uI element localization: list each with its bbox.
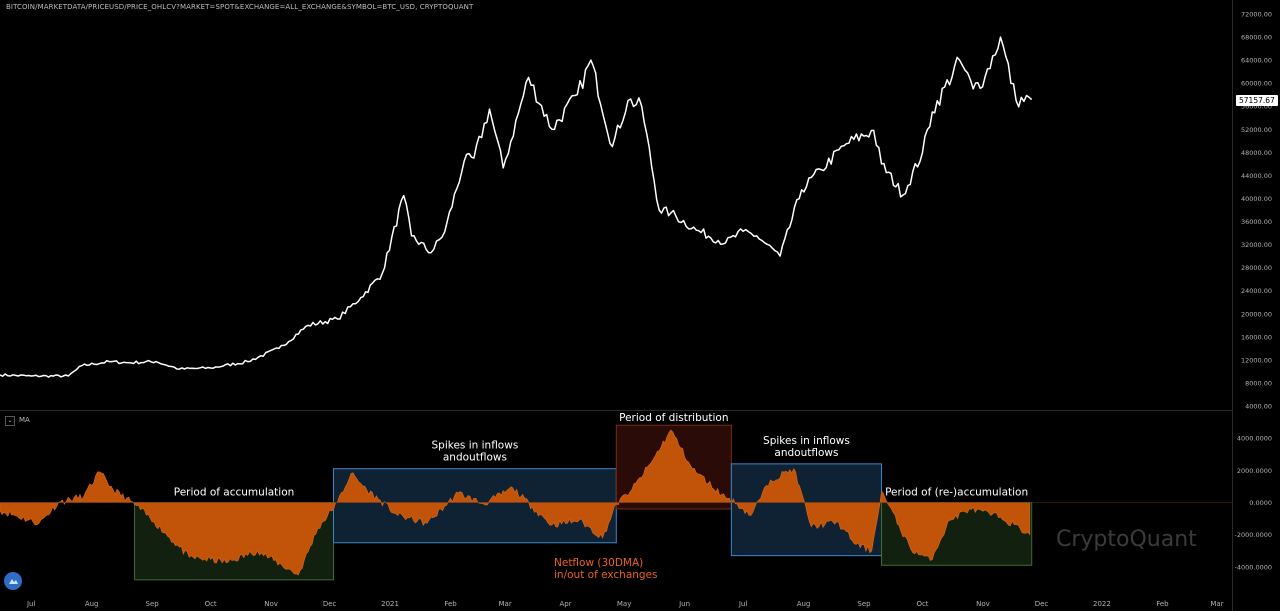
region-label-text: andoutflows	[774, 447, 838, 459]
netflow-tick-label: 2000.0000	[1237, 467, 1272, 475]
price-tick-label: 32000.00	[1241, 241, 1272, 249]
time-tick-label: Oct	[205, 600, 217, 608]
chart-source-title: BITCOIN/MARKETDATA/PRICEUSD/PRICE_OHLCV?…	[6, 3, 474, 11]
price-tick-label: 64000.00	[1241, 57, 1272, 65]
time-tick-label: Jul	[26, 600, 36, 608]
time-tick-label: Nov	[264, 600, 278, 608]
region-label: Period of accumulation	[174, 487, 295, 499]
price-tick-label: 40000.00	[1241, 195, 1272, 203]
time-axis[interactable]: Jul Aug Sep Oct Nov Dec 2021 Feb Mar Apr May Jun Jul…	[0, 594, 1280, 611]
time-tick-label: May	[617, 600, 631, 608]
price-tick-label: 16000.00	[1241, 333, 1272, 341]
price-tick-label: 36000.00	[1241, 218, 1272, 226]
collapse-icon[interactable]: ⌄	[5, 416, 15, 426]
region-label-text: Spikes in inflows	[763, 435, 850, 447]
netflow-tick-label: -2000.0000	[1235, 531, 1273, 539]
time-tick-label: Jul	[738, 600, 748, 608]
time-tick-label: Nov	[976, 600, 990, 608]
cloud-icon	[9, 579, 18, 584]
time-tick-label: Aug	[797, 600, 811, 608]
time-tick-label: Apr	[560, 600, 572, 608]
price-tick-label: 68000.00	[1241, 34, 1272, 42]
price-chart[interactable]: 72000.00 68000.00 64000.00 60000.00 56000.00…	[0, 0, 1280, 410]
pane-divider[interactable]	[0, 410, 1232, 411]
time-tick-label: Sep	[857, 600, 871, 608]
price-tick-label: 60000.00	[1241, 80, 1272, 88]
btc-price-line	[0, 36, 1033, 378]
time-tick-label: Feb	[444, 600, 457, 608]
region-label-text: Spikes in inflows	[431, 440, 518, 452]
netflow-chart[interactable]: 4000.0000 2000.0000 0.0000 -2000.0000 -4000.…	[0, 411, 1280, 594]
region-label-text: Period of accumulation	[174, 487, 295, 499]
time-tick-label: 2022	[1093, 600, 1111, 608]
time-tick-label: Feb	[1156, 600, 1169, 608]
netflow-tick-label: 4000.0000	[1237, 435, 1272, 443]
price-tick-label: 8000.00	[1245, 379, 1272, 387]
indicator-name: MA	[19, 416, 30, 424]
annotation-line-1: Netflow (30DMA)	[554, 557, 643, 569]
time-tick-label: Mar	[1210, 600, 1223, 608]
region-label: Period of distribution	[619, 412, 728, 424]
netflow-annotation: Netflow (30DMA)in/out of exchanges	[554, 557, 658, 581]
region-label-text: andoutflows	[443, 452, 507, 464]
region-label-text: Period of distribution	[619, 412, 728, 424]
price-tick-label: 44000.00	[1241, 172, 1272, 180]
netflow-tick-label: -4000.0000	[1235, 563, 1273, 571]
last-price-tag: 57157.67	[1236, 95, 1278, 106]
tradingview-logo-button[interactable]	[4, 572, 22, 590]
price-axis-divider	[1232, 0, 1233, 611]
price-tick-label: 12000.00	[1241, 356, 1272, 364]
cryptoquant-watermark: CryptoQuant	[1056, 527, 1197, 552]
price-tick-label: 72000.00	[1241, 11, 1272, 19]
time-tick-label: Aug	[85, 600, 99, 608]
time-tick-label: Jun	[678, 600, 690, 608]
price-tick-label: 52000.00	[1241, 126, 1272, 134]
time-tick-label: Dec	[1035, 600, 1049, 608]
time-tick-label: Sep	[146, 600, 160, 608]
time-tick-label: Dec	[323, 600, 337, 608]
price-tick-label: 56000.00	[1241, 103, 1272, 111]
price-tick-label: 28000.00	[1241, 264, 1272, 272]
indicator-legend[interactable]: ⌄ MA	[5, 416, 30, 426]
time-tick-label: Oct	[916, 600, 928, 608]
region-label-text: Period of (re-)accumulation	[885, 487, 1028, 499]
price-tick-label: 4000.00	[1245, 403, 1272, 411]
time-tick-label: Mar	[499, 600, 512, 608]
region-label: Period of (re-)accumulation	[885, 487, 1028, 499]
netflow-tick-label: 0.0000	[1249, 499, 1272, 507]
price-tick-label: 24000.00	[1241, 287, 1272, 295]
time-tick-label: 2021	[381, 600, 399, 608]
price-tick-label: 20000.00	[1241, 310, 1272, 318]
annotation-line-2: in/out of exchanges	[554, 569, 658, 581]
price-tick-label: 48000.00	[1241, 149, 1272, 157]
